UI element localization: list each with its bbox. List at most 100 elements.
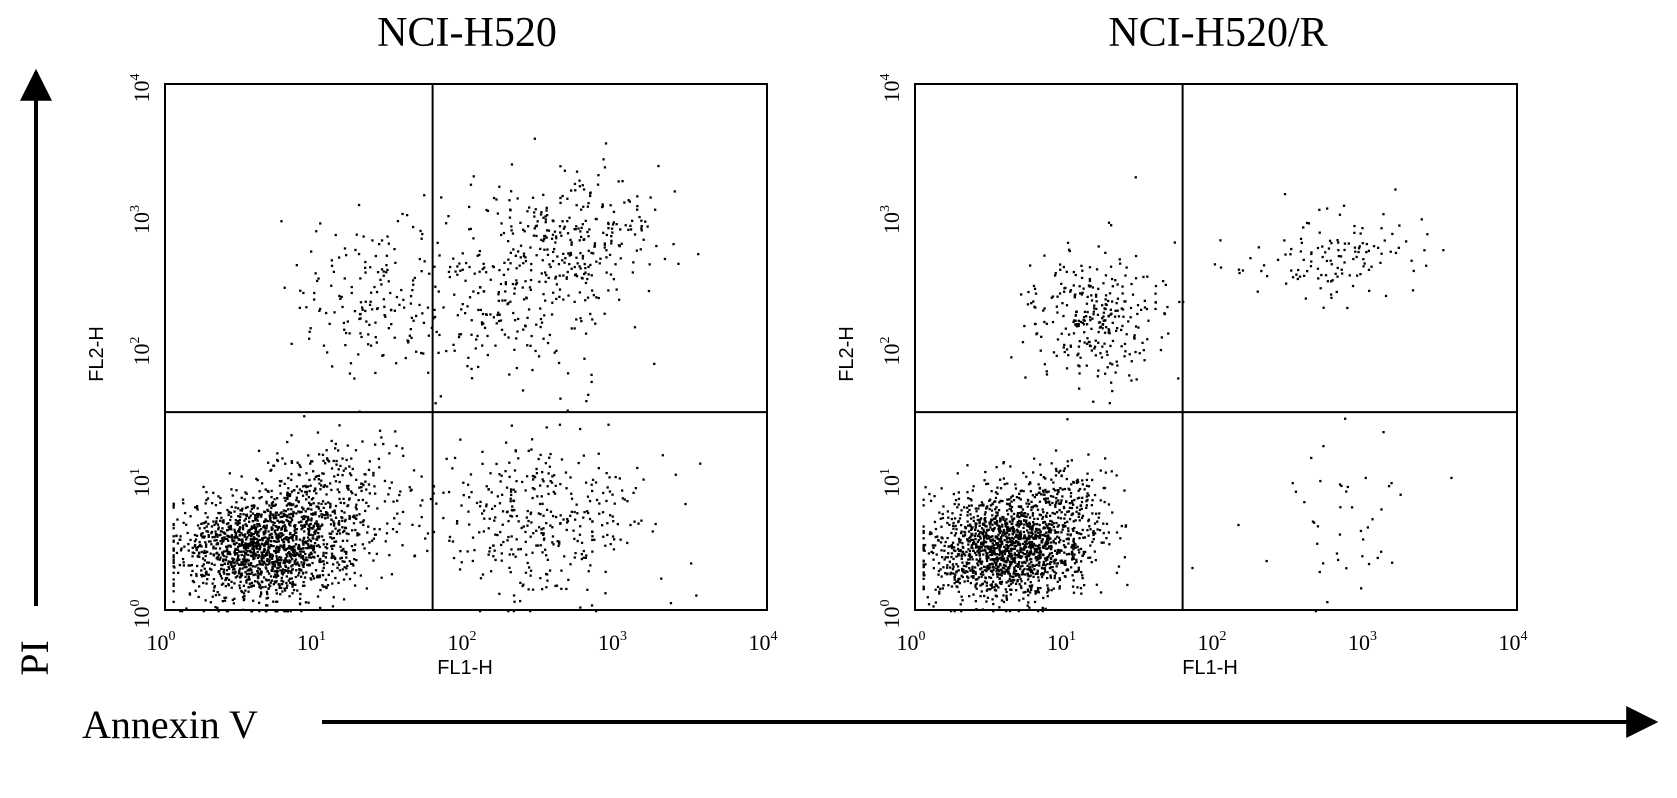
data-point-viable xyxy=(1022,530,1026,534)
data-point-viable-tail xyxy=(366,531,369,534)
data-point-viable xyxy=(271,565,274,569)
data-point-late-apoptotic-spread xyxy=(585,400,588,403)
data-point-viable xyxy=(262,557,265,560)
data-point-viable-tail xyxy=(365,488,368,491)
data-point-viable xyxy=(216,558,219,561)
data-point-viable xyxy=(952,527,955,530)
data-point-viable xyxy=(175,534,178,538)
data-point-viable xyxy=(205,582,208,585)
data-point-viable-tail xyxy=(348,515,351,518)
data-point-viable xyxy=(1020,489,1023,492)
data-point-viable xyxy=(222,550,226,553)
data-point-viable-tail xyxy=(1023,512,1026,515)
data-point-viable xyxy=(1047,490,1050,493)
data-point-necrotic xyxy=(420,351,423,355)
data-point-viable xyxy=(334,576,337,580)
data-point-viable xyxy=(206,497,210,500)
data-point-necrotic xyxy=(1051,320,1055,324)
data-point-late-apoptotic-spread xyxy=(546,341,550,345)
data-point-late-apoptotic xyxy=(566,270,569,274)
data-point-viable xyxy=(270,569,273,572)
data-point-viable xyxy=(1035,563,1038,567)
data-point-viable xyxy=(172,535,175,538)
data-point-viable xyxy=(288,513,291,516)
data-point-viable xyxy=(304,515,307,518)
data-point-viable-tail xyxy=(297,500,300,503)
data-point-late-apoptotic-spread xyxy=(552,291,555,294)
data-point-late-apoptotic xyxy=(543,238,546,241)
data-point-viable xyxy=(1025,545,1028,548)
data-point-viable xyxy=(324,556,327,559)
data-point-early-apoptotic xyxy=(573,556,576,559)
data-point-viable xyxy=(1007,503,1010,506)
data-point-viable xyxy=(305,547,308,550)
data-point-viable xyxy=(1000,574,1003,577)
data-point-viable xyxy=(262,531,265,534)
data-point-necrotic xyxy=(330,259,333,262)
data-point-early-apoptotic xyxy=(695,594,698,597)
data-point-viable-tail xyxy=(360,486,363,489)
data-point-viable xyxy=(985,559,989,563)
data-point-late-apoptotic xyxy=(615,223,618,226)
data-point-viable xyxy=(242,550,246,553)
data-point-necrotic xyxy=(357,203,361,207)
data-point-viable xyxy=(1075,558,1078,561)
data-point-viable xyxy=(279,569,282,572)
data-point-viable xyxy=(256,533,259,536)
data-point-viable xyxy=(187,542,190,546)
data-point-viable xyxy=(994,553,997,556)
data-point-late-apoptotic-spread xyxy=(457,335,461,339)
data-point-viable xyxy=(983,594,986,598)
data-point-viable xyxy=(1007,555,1010,558)
data-point-viable xyxy=(283,569,286,572)
data-point-viable xyxy=(1017,554,1020,557)
data-point-viable xyxy=(265,559,269,563)
data-point-late-apoptotic-spread xyxy=(466,365,469,368)
data-point-early-apoptotic xyxy=(576,512,579,515)
data-point-viable xyxy=(230,586,233,589)
data-point-viable-tail xyxy=(1030,500,1033,503)
data-point-viable xyxy=(971,542,975,546)
data-point-early-apoptotic xyxy=(524,571,528,574)
data-point-viable xyxy=(1058,508,1061,512)
data-point-viable-tail xyxy=(256,507,259,510)
data-point-viable-tail xyxy=(322,459,325,462)
data-point-early-apoptotic xyxy=(601,511,605,514)
data-point-necrotic xyxy=(1095,300,1098,303)
data-point-late-apoptotic xyxy=(473,272,476,275)
data-point-early-apoptotic xyxy=(529,574,532,577)
data-point-viable xyxy=(258,555,261,558)
data-point-viable xyxy=(1022,514,1025,518)
data-point-viable xyxy=(191,569,194,573)
data-point-viable xyxy=(927,603,931,606)
data-point-viable xyxy=(1029,543,1032,546)
data-point-viable xyxy=(1018,575,1021,578)
data-point-viable xyxy=(206,561,209,564)
data-point-viable xyxy=(1005,518,1008,521)
data-point-late-apoptotic xyxy=(545,236,548,239)
data-point-viable xyxy=(282,533,285,536)
data-point-early-apoptotic xyxy=(512,594,516,597)
data-point-necrotic xyxy=(375,290,379,294)
data-point-necrotic xyxy=(1063,290,1066,293)
data-point-late-apoptotic-spread xyxy=(503,333,507,336)
data-point-viable-tail xyxy=(333,510,336,513)
data-point-viable xyxy=(922,529,925,533)
data-point-late-apoptotic-spread xyxy=(456,265,459,268)
data-point-viable xyxy=(211,502,214,505)
data-point-late-apoptotic xyxy=(580,226,583,229)
x-axis-title: FL1-H xyxy=(437,657,493,679)
data-point-viable-tail xyxy=(330,467,334,470)
data-point-early-apoptotic xyxy=(485,503,488,506)
data-point-viable-tail xyxy=(1087,494,1090,497)
data-point-late-apoptotic xyxy=(527,225,530,228)
data-point-viable xyxy=(927,552,931,555)
data-point-late-apoptotic-spread xyxy=(437,290,440,293)
annexin-axis-label: Annexin V xyxy=(82,702,258,747)
data-point-early-apoptotic xyxy=(459,550,462,553)
data-point-viable xyxy=(978,504,981,507)
data-point-early-apoptotic xyxy=(511,509,514,512)
data-point-late-apoptotic-spread xyxy=(586,296,590,299)
data-point-viable xyxy=(972,549,975,552)
